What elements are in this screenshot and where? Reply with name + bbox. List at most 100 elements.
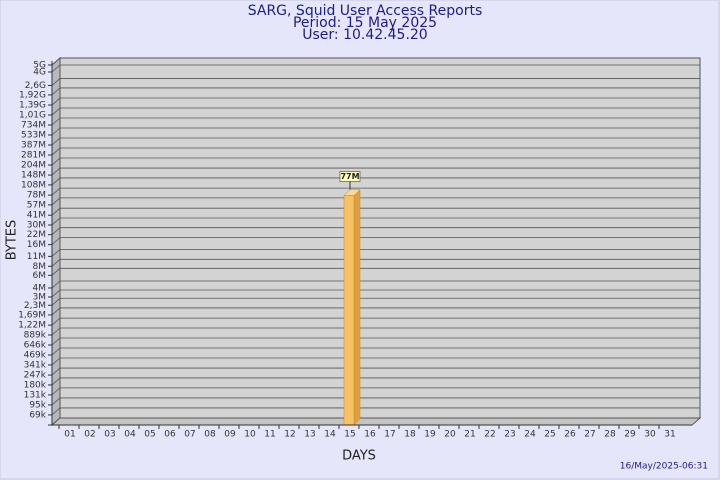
- grid-line: [51, 397, 700, 406]
- y-tick-label: 41M: [27, 211, 46, 221]
- x-tick-label: 06: [164, 430, 176, 440]
- value-label: 77M: [340, 172, 359, 181]
- y-tick-label: 148M: [21, 171, 46, 181]
- y-tick-label: 5G: [33, 61, 46, 71]
- grid-line: [51, 78, 700, 86]
- x-tick-label: 07: [184, 430, 195, 440]
- y-tick-label: 646k: [24, 340, 47, 350]
- y-tick-label: 11M: [27, 252, 46, 262]
- x-tick-label: 04: [124, 430, 136, 440]
- y-tick-label: 8M: [33, 262, 47, 272]
- grid-line: [51, 317, 700, 326]
- y-tick-label: 3M: [33, 292, 47, 302]
- chart-subtitle: Period: 15 May 2025: [293, 15, 437, 31]
- y-tick-label: 95k: [29, 400, 46, 410]
- y-tick-label: 1,22M: [18, 321, 46, 331]
- grid-line: [51, 187, 700, 196]
- y-tick-label: 108M: [21, 180, 46, 190]
- y-tick-label: 889k: [24, 331, 47, 341]
- grid-line: [51, 357, 700, 366]
- y-tick-label: 180k: [24, 380, 47, 390]
- x-tick-label: 05: [144, 430, 155, 440]
- grid-line: [51, 327, 700, 336]
- y-tick-label: 4G: [33, 67, 46, 77]
- y-tick-label: 22M: [27, 230, 46, 240]
- x-tick-label: 24: [524, 430, 536, 440]
- x-tick-label: 16: [364, 430, 376, 440]
- grid-line: [51, 297, 700, 306]
- y-tick-label: 1,01G: [19, 111, 46, 121]
- x-tick-label: 08: [204, 430, 216, 440]
- grid-line: [51, 147, 700, 156]
- grid-line: [51, 207, 700, 216]
- x-tick-label: 20: [444, 430, 456, 440]
- y-tick-label: 387M: [21, 141, 46, 151]
- y-tick-label: 247k: [24, 371, 47, 381]
- grid-line: [51, 57, 700, 66]
- x-tick-label: 15: [344, 430, 355, 440]
- y-tick-label: 2,6G: [25, 81, 46, 91]
- grid-line: [51, 307, 700, 316]
- grid-line: [51, 347, 700, 356]
- x-tick-label: 27: [584, 430, 595, 440]
- grid-line: [51, 217, 700, 226]
- y-tick-label: 469k: [24, 351, 47, 361]
- y-tick-label: 1,69M: [18, 310, 46, 320]
- y-tick-label: 281M: [21, 151, 46, 161]
- grid-line: [51, 237, 700, 245]
- grid-line: [51, 367, 700, 376]
- x-tick-label: 14: [324, 430, 336, 440]
- grid-line: [51, 64, 700, 73]
- grid-line: [51, 280, 700, 289]
- grid-line: [51, 107, 700, 116]
- x-tick-label: 03: [104, 430, 115, 440]
- x-tick-label: 01: [64, 430, 75, 440]
- x-tick-label: 31: [664, 430, 675, 440]
- grid-line: [51, 117, 700, 126]
- y-tick-label: 1,39G: [19, 101, 46, 111]
- x-axis-label: DAYS: [342, 449, 376, 464]
- grid-line: [51, 258, 700, 267]
- chart-subtitle: User: 10.42.45.20: [302, 27, 427, 43]
- x-tick-label: 19: [424, 430, 436, 440]
- x-tick-label: 26: [564, 430, 576, 440]
- y-tick-label: 533M: [21, 131, 46, 141]
- y-tick-label: 4M: [33, 283, 47, 293]
- bar-side: [353, 188, 361, 426]
- grid-line: [51, 127, 700, 136]
- x-tick-label: 17: [384, 430, 395, 440]
- grid-line: [51, 227, 700, 235]
- y-tick-label: 1,92G: [19, 90, 46, 100]
- y-tick-label: 341k: [24, 360, 47, 370]
- grid-line: [51, 157, 700, 166]
- y-tick-label: 6M: [33, 271, 47, 281]
- x-tick-label: 28: [604, 430, 616, 440]
- grid-line: [51, 87, 700, 96]
- grid-line: [51, 137, 700, 146]
- y-tick-label: 131k: [24, 390, 47, 400]
- grid-line: [51, 167, 700, 176]
- y-tick-label: 734M: [21, 120, 46, 130]
- x-tick-label: 30: [644, 430, 656, 440]
- grid-line: [51, 289, 700, 298]
- bar: [343, 195, 355, 426]
- grid-line: [51, 387, 700, 396]
- y-tick-label: 2,3M: [24, 301, 46, 311]
- y-tick-label: 16M: [27, 240, 46, 250]
- grid-line: [51, 407, 700, 416]
- grid-line: [51, 377, 700, 386]
- x-tick-label: 18: [404, 430, 416, 440]
- x-tick-label: 25: [544, 430, 555, 440]
- x-tick-label: 13: [304, 430, 315, 440]
- grid-line: [51, 267, 700, 276]
- y-tick-label: 69k: [29, 410, 46, 420]
- footer-timestamp: 16/May/2025-06:31: [620, 462, 708, 472]
- value-label-box: [339, 171, 361, 182]
- chart-title: SARG, Squid User Access Reports: [248, 3, 483, 19]
- y-tick-label: 204M: [21, 161, 46, 171]
- x-tick-label: 22: [484, 430, 495, 440]
- x-tick-label: 12: [284, 430, 295, 440]
- x-tick-label: 11: [264, 430, 275, 440]
- y-tick-label: 57M: [27, 200, 46, 210]
